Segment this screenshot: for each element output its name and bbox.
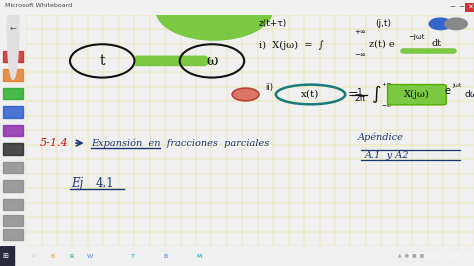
Circle shape (445, 18, 467, 30)
Text: ─: ─ (459, 4, 463, 10)
Text: 5-1.4: 5-1.4 (39, 138, 68, 148)
Circle shape (429, 18, 452, 30)
Bar (3, 51, 23, 62)
FancyArrow shape (136, 56, 212, 65)
Text: ∫: ∫ (371, 85, 380, 103)
Text: z(t) e: z(t) e (369, 39, 394, 48)
Ellipse shape (232, 88, 259, 101)
Bar (3, 161, 23, 173)
Text: dt: dt (431, 39, 442, 48)
Text: +∞: +∞ (354, 29, 365, 35)
Bar (3, 229, 23, 240)
Bar (3, 88, 23, 99)
Text: T: T (131, 253, 135, 259)
Text: e: e (445, 86, 450, 97)
Text: Microsoft Whiteboard: Microsoft Whiteboard (5, 3, 72, 8)
Text: dω: dω (464, 90, 474, 99)
Text: −∞: −∞ (381, 103, 392, 108)
Text: (j,t): (j,t) (375, 19, 392, 28)
Bar (3, 199, 23, 210)
Text: R: R (69, 253, 73, 259)
Text: B: B (50, 253, 54, 259)
Text: ⊞: ⊞ (2, 253, 8, 259)
Text: t: t (100, 54, 105, 68)
Bar (3, 180, 23, 192)
Text: Ej: Ej (71, 177, 83, 190)
Text: =: = (348, 88, 358, 101)
Text: ←: ← (9, 24, 17, 33)
Bar (3, 143, 23, 155)
Text: z(t+τ): z(t+τ) (259, 19, 287, 28)
Text: M: M (196, 253, 202, 259)
Text: B: B (164, 253, 168, 259)
Text: ii): ii) (266, 83, 273, 92)
Text: ▲  ●  ■  ■: ▲ ● ■ ■ (398, 253, 424, 259)
Text: Expansión  en  fracciones  parciales: Expansión en fracciones parciales (91, 138, 269, 148)
Text: 4.1: 4.1 (95, 177, 114, 190)
Bar (3, 69, 23, 81)
Text: x(t): x(t) (301, 90, 319, 99)
Text: A.1  y A2: A.1 y A2 (364, 151, 409, 160)
Text: jωt: jωt (452, 83, 461, 88)
Text: ✕: ✕ (467, 4, 473, 10)
FancyBboxPatch shape (388, 85, 446, 105)
Text: i)  X(jω)  =  ∫: i) X(jω) = ∫ (259, 40, 324, 49)
Text: 2021-12-13  15:09:18: 2021-12-13 15:09:18 (409, 252, 469, 257)
Text: Apéndice: Apéndice (357, 132, 403, 142)
Text: ─: ─ (451, 4, 455, 10)
Text: 1: 1 (357, 88, 363, 97)
Text: +∞: +∞ (381, 82, 392, 86)
Bar (0, 246, 14, 266)
Text: 2π: 2π (354, 94, 365, 103)
Text: X(jω): X(jω) (404, 90, 430, 99)
Text: ω: ω (206, 54, 218, 68)
Circle shape (7, 0, 19, 80)
Bar (3, 215, 23, 226)
Text: −∞: −∞ (354, 52, 365, 58)
Text: W: W (87, 253, 93, 259)
Text: P: P (31, 253, 35, 259)
Circle shape (156, 0, 273, 40)
Bar (3, 124, 23, 136)
Bar (3, 106, 23, 118)
Text: −jωt: −jωt (408, 34, 425, 40)
